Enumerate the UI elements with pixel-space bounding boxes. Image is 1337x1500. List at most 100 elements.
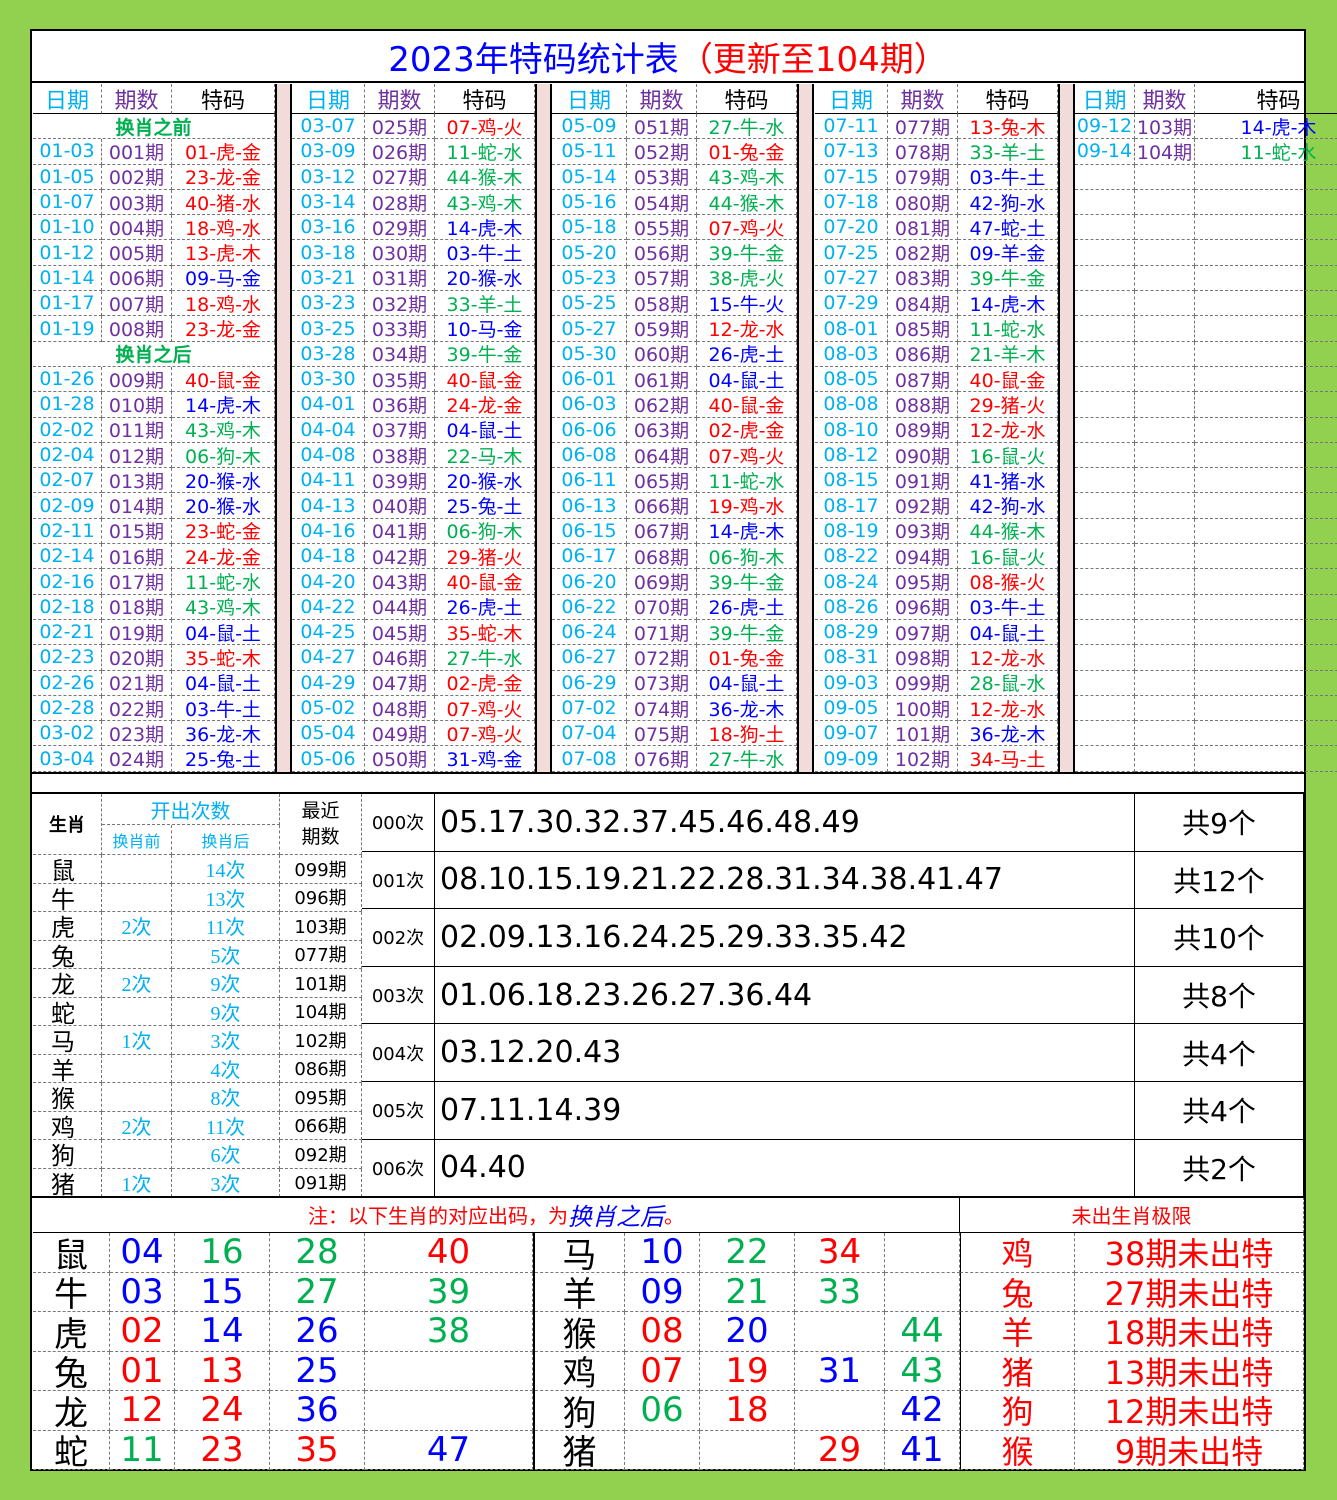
issue: 067期	[627, 518, 697, 545]
code: 39-牛-金	[697, 620, 797, 646]
zodiac: 猪	[535, 1430, 625, 1470]
recent-issue: 091期	[280, 1168, 362, 1197]
empty-cell	[1075, 594, 1135, 620]
empty-cell	[1135, 670, 1195, 696]
empty-cell	[1195, 494, 1337, 519]
code: 18-鸡-水	[172, 291, 275, 317]
title-update: （更新至104期）	[678, 39, 948, 80]
empty-cell	[1195, 721, 1337, 747]
divider	[32, 792, 1304, 794]
issue: 080期	[888, 189, 958, 216]
number: 38	[365, 1312, 533, 1352]
issue: 020期	[102, 645, 172, 671]
date: 06-13	[552, 493, 627, 519]
empty-cell	[1075, 442, 1135, 469]
number: 26	[270, 1312, 365, 1352]
issue: 036期	[365, 392, 435, 418]
issue: 061期	[627, 367, 697, 393]
empty-cell	[1195, 544, 1337, 570]
zodiac: 虎	[33, 912, 102, 941]
before-count: 2次	[102, 1111, 172, 1140]
number	[795, 1312, 885, 1352]
code: 14-虎-木	[1195, 114, 1337, 140]
code: 36-龙-木	[697, 695, 797, 722]
after-count: 11次	[172, 912, 280, 941]
issue: 086期	[888, 341, 958, 367]
times-label: 000次	[362, 794, 435, 852]
zodiac: 龙	[33, 969, 102, 998]
code: 27-牛-水	[435, 645, 535, 671]
recent-issue: 095期	[280, 1083, 362, 1112]
date: 02-04	[33, 442, 102, 469]
date: 04-01	[292, 392, 365, 418]
date: 04-25	[292, 620, 365, 646]
empty-cell	[1135, 645, 1195, 671]
code: 40-鼠-金	[697, 392, 797, 418]
code: 40-鼠-金	[435, 569, 535, 595]
number: 42	[885, 1391, 960, 1431]
date: 02-23	[33, 645, 102, 671]
number: 14	[175, 1312, 270, 1352]
code: 44-猴-木	[958, 518, 1058, 545]
issue: 066期	[627, 493, 697, 519]
note: 注：以下生肖的对应出码，为 换肖之后。	[33, 1197, 960, 1233]
code: 07-鸡-火	[435, 114, 535, 140]
code: 03-牛-土	[958, 594, 1058, 620]
half-divider	[533, 1233, 535, 1470]
issue: 013期	[102, 468, 172, 494]
column-header: 特码	[958, 84, 1058, 114]
date: 03-23	[292, 291, 365, 317]
empty-cell	[1195, 418, 1337, 443]
note-emphasis: 换肖之后	[568, 1203, 664, 1231]
date: 07-27	[815, 265, 888, 292]
separator	[1058, 84, 1075, 772]
issue: 055期	[627, 215, 697, 241]
code: 12-龙-水	[958, 695, 1058, 722]
empty-cell	[1195, 392, 1337, 418]
issue: 083期	[888, 265, 958, 292]
date: 01-17	[33, 291, 102, 317]
code: 33-羊-土	[435, 291, 535, 317]
code: 09-羊-金	[958, 240, 1058, 266]
code: 12-龙-水	[958, 645, 1058, 671]
code: 09-马-金	[172, 265, 275, 292]
code: 27-牛-水	[697, 746, 797, 772]
issue: 035期	[365, 367, 435, 393]
issue: 030期	[365, 240, 435, 266]
code: 14-虎-木	[697, 518, 797, 545]
issue: 070期	[627, 594, 697, 620]
issue: 028期	[365, 189, 435, 216]
date: 04-22	[292, 594, 365, 620]
code: 10-马-金	[435, 316, 535, 342]
number	[885, 1233, 960, 1273]
after-count: 4次	[172, 1054, 280, 1083]
number-list: 03.12.20.43	[435, 1024, 1135, 1082]
code: 11-蛇-水	[435, 139, 535, 165]
issue: 015期	[102, 518, 172, 545]
date: 07-18	[815, 189, 888, 216]
total: 共12个	[1135, 851, 1304, 910]
number-list: 04.40	[435, 1139, 1135, 1198]
zodiac: 牛	[33, 883, 102, 912]
issue: 023期	[102, 721, 172, 747]
issue: 099期	[888, 670, 958, 696]
limit-zodiac: 兔	[960, 1272, 1075, 1312]
issue: 043期	[365, 569, 435, 595]
date: 08-22	[815, 544, 888, 570]
date: 08-08	[815, 392, 888, 418]
issue: 084期	[888, 291, 958, 317]
code: 26-虎-土	[697, 594, 797, 620]
date: 07-04	[552, 721, 627, 747]
date: 05-20	[552, 240, 627, 266]
limit-zodiac: 鸡	[960, 1233, 1075, 1273]
recent-issue: 104期	[280, 997, 362, 1026]
code: 15-牛-火	[697, 291, 797, 317]
column-header: 期数	[365, 84, 435, 114]
section-label: 换肖之后	[33, 341, 275, 367]
total: 共4个	[1135, 1024, 1304, 1082]
issue: 089期	[888, 417, 958, 443]
code: 42-狗-水	[958, 189, 1058, 216]
issue: 064期	[627, 442, 697, 469]
code: 36-龙-木	[958, 721, 1058, 747]
code: 43-鸡-木	[172, 594, 275, 620]
